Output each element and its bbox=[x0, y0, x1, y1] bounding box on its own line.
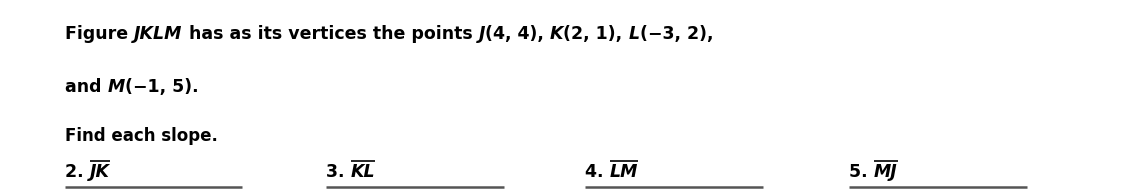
Text: has as its vertices the points: has as its vertices the points bbox=[182, 25, 478, 44]
Text: JKLM: JKLM bbox=[134, 25, 182, 44]
Text: 2.: 2. bbox=[65, 163, 90, 181]
Text: M: M bbox=[108, 78, 125, 96]
Text: K: K bbox=[550, 25, 564, 44]
Text: KL: KL bbox=[351, 163, 376, 181]
Text: JK: JK bbox=[90, 163, 110, 181]
Text: (−3, 2),: (−3, 2), bbox=[640, 25, 713, 44]
Text: (−1, 5).: (−1, 5). bbox=[125, 78, 199, 96]
Text: J: J bbox=[478, 25, 485, 44]
Text: Figure: Figure bbox=[65, 25, 134, 44]
Text: 5.: 5. bbox=[849, 163, 874, 181]
Text: L: L bbox=[629, 25, 640, 44]
Text: (2, 1),: (2, 1), bbox=[564, 25, 629, 44]
Text: 3.: 3. bbox=[326, 163, 351, 181]
Text: 4.: 4. bbox=[585, 163, 610, 181]
Text: Find each slope.: Find each slope. bbox=[65, 127, 218, 145]
Text: LM: LM bbox=[610, 163, 638, 181]
Text: MJ: MJ bbox=[874, 163, 898, 181]
Text: and: and bbox=[65, 78, 108, 96]
Text: (4, 4),: (4, 4), bbox=[485, 25, 550, 44]
